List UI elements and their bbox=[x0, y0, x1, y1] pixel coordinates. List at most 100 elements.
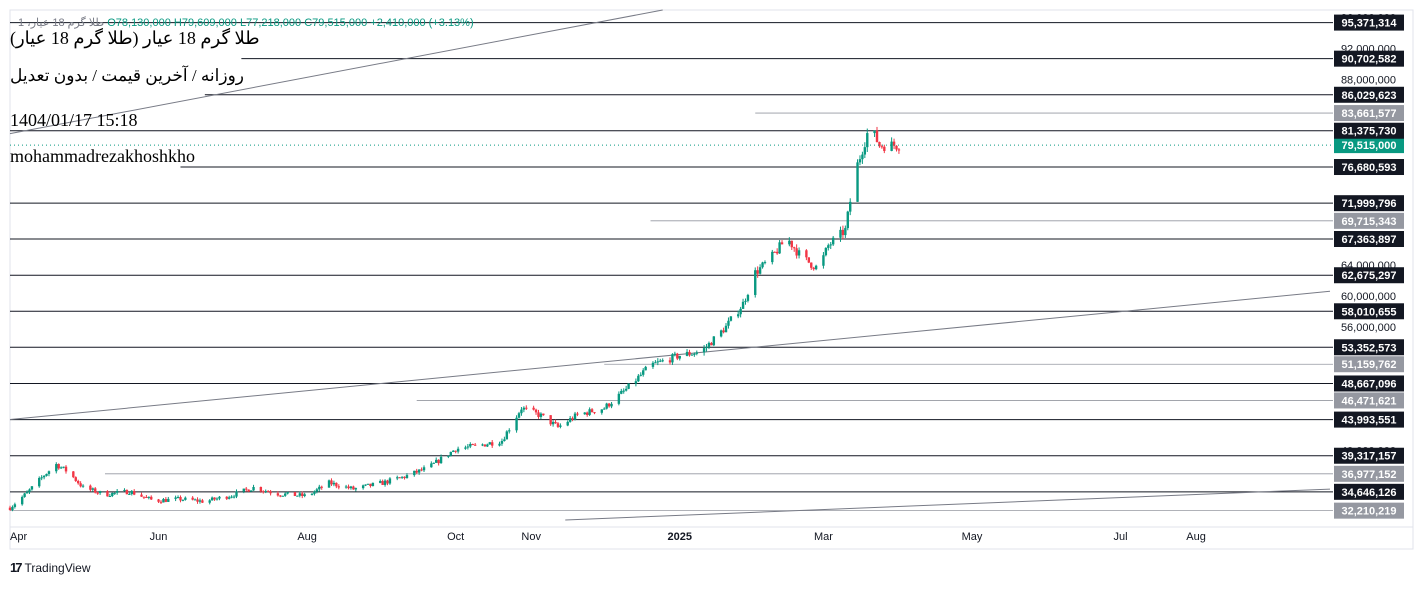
candle-body bbox=[758, 267, 762, 274]
candle-body bbox=[778, 242, 781, 254]
candle-body bbox=[537, 412, 540, 417]
candle-body bbox=[846, 211, 849, 229]
price-level-label: 62,675,297 bbox=[1341, 270, 1396, 282]
x-tick-label: May bbox=[962, 531, 983, 543]
candle-body bbox=[583, 412, 586, 415]
candle-body bbox=[57, 464, 60, 469]
candle-body bbox=[79, 483, 82, 487]
candle-body bbox=[281, 495, 284, 497]
candle-body bbox=[556, 423, 560, 427]
candle-body bbox=[181, 499, 185, 501]
candle-body bbox=[383, 480, 387, 485]
x-tick-label: Jul bbox=[1114, 531, 1128, 543]
candle-body bbox=[242, 488, 246, 492]
candle-body bbox=[284, 493, 287, 496]
candle-body bbox=[371, 482, 375, 487]
ohlc-legend: طلا گرم 18 عیار، 1 O78,130,000 H79,609,0… bbox=[18, 16, 474, 29]
candle-body bbox=[788, 240, 791, 245]
candle-body bbox=[880, 146, 884, 148]
candle-body bbox=[142, 496, 146, 498]
candle-body bbox=[262, 491, 265, 493]
candle-body bbox=[571, 418, 574, 420]
price-level-tag bbox=[1334, 159, 1404, 176]
candle-body bbox=[607, 403, 611, 407]
price-level-label: 86,029,623 bbox=[1341, 90, 1396, 102]
price-level-tag bbox=[1334, 50, 1404, 67]
y-tick-label: 88,000,000 bbox=[1341, 75, 1396, 87]
candle-body bbox=[145, 497, 148, 499]
candle-body bbox=[771, 251, 774, 263]
x-tick-label: 2025 bbox=[667, 531, 691, 543]
candle-body bbox=[532, 407, 535, 410]
candle-body bbox=[705, 346, 708, 349]
candle-body bbox=[866, 133, 869, 148]
candle-body bbox=[685, 351, 689, 356]
candle-body bbox=[702, 348, 706, 353]
high-value: H79,609,000 bbox=[173, 17, 237, 29]
candle-body bbox=[20, 496, 24, 505]
candle-body bbox=[651, 362, 655, 367]
candle-body bbox=[247, 489, 250, 492]
candle-body bbox=[622, 390, 625, 392]
candle-body bbox=[656, 361, 660, 363]
price-level-tag bbox=[1334, 212, 1404, 229]
candle-body bbox=[695, 352, 698, 354]
candle-body bbox=[617, 393, 621, 404]
candle-body bbox=[588, 409, 591, 415]
price-level-label: 67,363,897 bbox=[1341, 234, 1396, 246]
candle-body bbox=[417, 469, 421, 473]
candle-body bbox=[64, 466, 68, 472]
candle-body bbox=[55, 464, 58, 472]
x-tick-label: Apr bbox=[10, 531, 27, 543]
candle-body bbox=[332, 482, 336, 485]
candle-body bbox=[264, 491, 267, 493]
footer-brand[interactable]: 17 TradingView bbox=[10, 560, 91, 575]
candle-body bbox=[279, 495, 282, 497]
candle-body bbox=[525, 407, 528, 409]
candle-body bbox=[249, 490, 253, 492]
candle-body bbox=[814, 265, 818, 270]
candle-body bbox=[276, 493, 280, 496]
current-price-tag bbox=[1334, 137, 1404, 154]
candle-body bbox=[624, 388, 628, 391]
candle-body bbox=[310, 493, 314, 495]
candle-body bbox=[74, 477, 77, 481]
candle-body bbox=[466, 446, 470, 448]
candle-body bbox=[405, 475, 409, 479]
candle-body bbox=[498, 443, 501, 446]
price-level-label: 83,661,577 bbox=[1341, 108, 1396, 120]
candle-body bbox=[201, 500, 204, 503]
candle-body bbox=[671, 354, 674, 363]
candle-body bbox=[106, 491, 109, 497]
candle-body bbox=[286, 491, 289, 494]
candle-body bbox=[488, 442, 491, 445]
trend-line bbox=[9, 9, 663, 135]
candle-body bbox=[797, 250, 801, 256]
candle-body bbox=[539, 413, 543, 417]
candle-body bbox=[729, 316, 733, 321]
candle-body bbox=[47, 471, 51, 474]
candle-body bbox=[517, 413, 521, 418]
price-level-label: 90,702,582 bbox=[1341, 54, 1396, 66]
candle-body bbox=[790, 240, 793, 248]
candle-body bbox=[895, 145, 898, 150]
candle-body bbox=[415, 470, 418, 473]
candle-body bbox=[335, 482, 338, 487]
candle-body bbox=[8, 507, 12, 511]
candle-body bbox=[824, 247, 828, 256]
chart-title: طلا گرم 18 عیار (طلا گرم 18 عیار) bbox=[10, 28, 260, 48]
candle-body bbox=[298, 493, 302, 496]
candle-body bbox=[430, 463, 433, 468]
candle-body bbox=[293, 491, 297, 497]
candle-body bbox=[456, 448, 460, 452]
candle-body bbox=[437, 459, 440, 464]
candle-body bbox=[644, 366, 647, 371]
candle-body bbox=[585, 412, 589, 415]
candle-body bbox=[76, 480, 80, 484]
candle-body bbox=[522, 407, 526, 410]
candle-body bbox=[810, 262, 813, 268]
candle-body bbox=[227, 497, 231, 499]
candle-body bbox=[62, 466, 65, 468]
candle-body bbox=[464, 447, 467, 449]
